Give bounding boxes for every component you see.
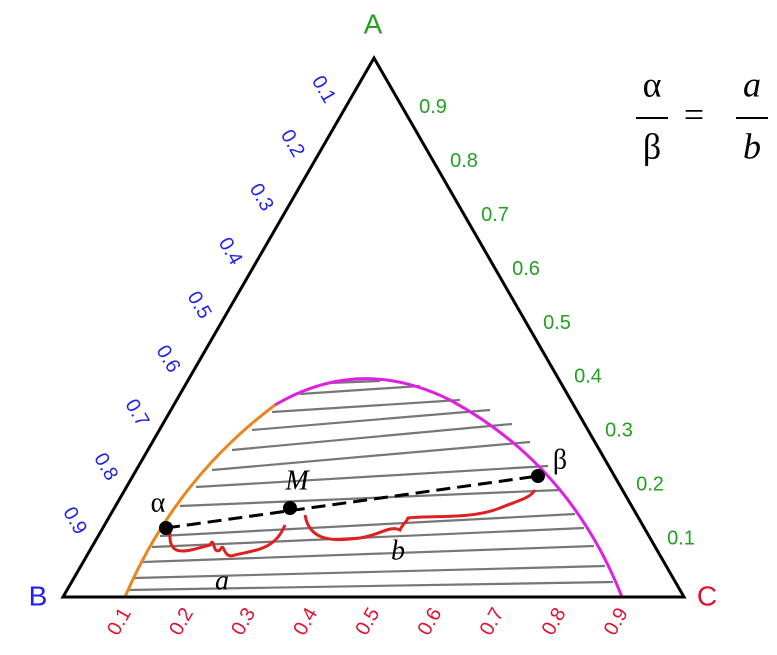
- bottom-tick-label: 0.8: [538, 604, 571, 639]
- left-tick-label: 0.2: [276, 126, 309, 161]
- point-label: β: [553, 444, 567, 475]
- segment-a-mark: [168, 524, 287, 558]
- tie-line: [133, 564, 606, 580]
- right-tick-label: 0.4: [574, 366, 602, 388]
- left-tick-label: 0.7: [120, 395, 153, 430]
- tie-line: [299, 384, 421, 396]
- right-tick-label: 0.7: [481, 204, 509, 226]
- bottom-tick-label: 0.9: [600, 604, 633, 639]
- tie-line: [195, 464, 549, 489]
- eq-equals: =: [684, 94, 704, 134]
- alpha-point: [159, 521, 173, 535]
- bottom-tick-label: 0.6: [413, 604, 446, 639]
- bottom-tick-label: 0.7: [476, 604, 509, 639]
- point-label: M: [284, 465, 310, 496]
- left-tick-label: 0.6: [152, 341, 185, 376]
- tie-line: [271, 398, 461, 414]
- tie-line: [142, 544, 595, 564]
- bottom-tick-label: 0.5: [351, 604, 384, 639]
- eq-den: b: [743, 126, 761, 166]
- right-tick-label: 0.3: [605, 420, 633, 442]
- bottom-tick-label: 0.3: [227, 604, 260, 639]
- left-tick-label: 0.8: [89, 449, 122, 484]
- tie-line: [251, 408, 491, 432]
- right-tick-label: 0.9: [419, 96, 447, 118]
- bottom-tick-label: 0.4: [289, 604, 322, 639]
- segment-label: b: [391, 535, 405, 566]
- bottom-tick-label: 0.1: [103, 604, 136, 639]
- segment-b-mark: [303, 489, 537, 542]
- left-tick-label: 0.1: [307, 72, 340, 107]
- tie-line: [329, 379, 381, 385]
- left-tick-label: 0.3: [245, 180, 278, 215]
- beta-branch: [274, 377, 624, 598]
- eq-num: a: [743, 64, 761, 104]
- right-tick-label: 0.8: [450, 150, 478, 172]
- vertex-label: A: [364, 8, 383, 39]
- tie-line: [179, 488, 561, 508]
- left-tick-label: 0.5: [183, 288, 216, 323]
- vertex-label: B: [29, 580, 48, 611]
- right-tick-label: 0.1: [667, 527, 695, 549]
- eq-den: β: [643, 126, 661, 166]
- tie-line: [211, 440, 531, 472]
- bottom-tick-label: 0.2: [165, 604, 198, 639]
- triangle: [60, 54, 687, 599]
- alpha-branch: [123, 403, 276, 598]
- left-tick-label: 0.4: [214, 234, 247, 269]
- right-tick-label: 0.2: [636, 473, 664, 495]
- point-label: α: [151, 487, 166, 518]
- left-tick-label: 0.9: [58, 503, 91, 538]
- equation: α β = a b: [636, 64, 768, 166]
- tie-lines: [127, 379, 614, 592]
- eq-num: α: [643, 64, 662, 104]
- tie-line-dashed: [165, 474, 539, 530]
- tie-line: [231, 422, 513, 452]
- right-tick-label: 0.6: [512, 258, 540, 280]
- mix-point: [283, 501, 297, 515]
- segment-label: a: [215, 565, 229, 596]
- tie-line: [159, 512, 576, 538]
- right-tick-label: 0.5: [543, 312, 571, 334]
- tie-line: [127, 580, 614, 592]
- vertex-label: C: [697, 580, 717, 611]
- beta-point: [531, 469, 545, 483]
